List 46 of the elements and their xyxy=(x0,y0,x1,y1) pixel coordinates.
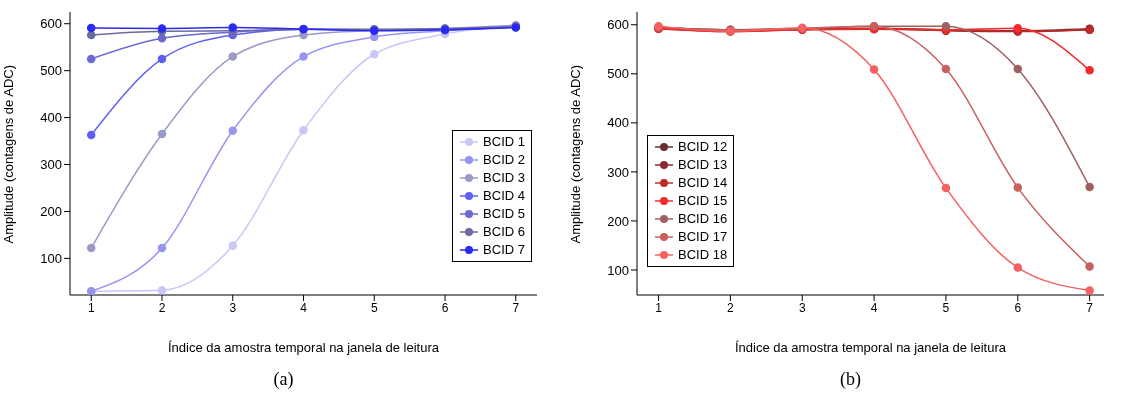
y-axis-title: Amplitude (contagens de ADC) xyxy=(567,65,583,244)
x-tick-label: 5 xyxy=(370,300,378,315)
x-tick-label: 6 xyxy=(441,300,449,315)
legend-label: BCID 14 xyxy=(678,174,728,192)
x-tick-label: 4 xyxy=(870,300,878,315)
legend-label: BCID 16 xyxy=(678,210,728,228)
x-tick-label: 7 xyxy=(1086,300,1094,315)
y-tick-label: 400 xyxy=(607,115,629,131)
legend-label: BCID 3 xyxy=(483,169,525,187)
y-tick-label: 200 xyxy=(40,204,62,220)
x-tick-label: 3 xyxy=(798,300,806,315)
x-axis-title: Índice da amostra temporal na janela de leitura xyxy=(168,340,440,356)
legend-label: BCID 2 xyxy=(483,151,525,169)
text: (b) xyxy=(840,369,861,389)
x-tick-label: 2 xyxy=(727,300,735,315)
legend-label: BCID 5 xyxy=(483,205,525,223)
x-tick-label: 3 xyxy=(229,300,237,315)
y-tick-label: 300 xyxy=(607,164,629,180)
y-tick-label: 100 xyxy=(40,251,62,267)
legend-label: BCID 6 xyxy=(483,223,525,241)
legend-label: BCID 17 xyxy=(678,228,728,246)
x-tick-label: 1 xyxy=(655,300,663,315)
x-tick-label: 7 xyxy=(512,300,520,315)
x-tick-label: 4 xyxy=(300,300,308,315)
x-tick-label: 5 xyxy=(942,300,950,315)
y-axis-title: Amplitude (contagens de ADC) xyxy=(0,65,16,244)
y-tick-label: 200 xyxy=(607,213,629,229)
x-tick-label: 1 xyxy=(87,300,95,315)
y-tick-label: 600 xyxy=(40,16,62,32)
x-tick-label: 2 xyxy=(158,300,166,315)
y-tick-label: 100 xyxy=(607,262,629,278)
legend-label: BCID 1 xyxy=(483,133,525,151)
y-tick-label: 300 xyxy=(40,157,62,173)
x-tick-label: 6 xyxy=(1014,300,1022,315)
text: (a) xyxy=(273,369,294,389)
legend-label: BCID 4 xyxy=(483,187,525,205)
legend-label: BCID 15 xyxy=(678,192,728,210)
legend-label: BCID 13 xyxy=(678,156,728,174)
y-tick-label: 500 xyxy=(607,66,629,82)
y-tick-label: 400 xyxy=(40,110,62,126)
y-tick-label: 500 xyxy=(40,63,62,79)
x-axis-title: Índice da amostra temporal na janela de leitura xyxy=(735,340,1007,356)
legend-label: BCID 7 xyxy=(483,241,525,259)
legend-label: BCID 18 xyxy=(678,246,728,264)
legend-label: BCID 12 xyxy=(678,138,728,156)
y-tick-label: 600 xyxy=(607,17,629,33)
